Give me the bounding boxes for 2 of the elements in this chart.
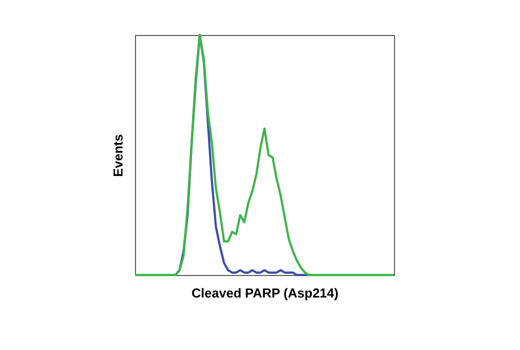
x-axis-title: Cleaved PARP (Asp214) xyxy=(192,286,338,300)
y-axis-title: Events xyxy=(110,134,126,177)
